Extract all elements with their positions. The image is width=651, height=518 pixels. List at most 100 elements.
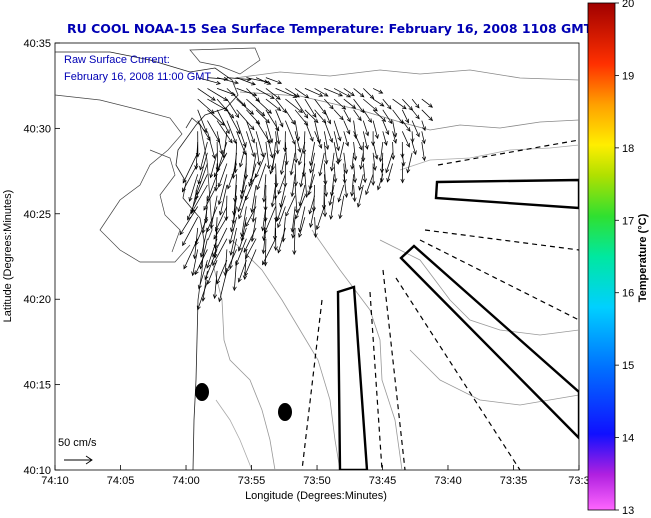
scale-vector-arrowhead xyxy=(85,455,93,465)
current-vector xyxy=(309,206,315,228)
current-vector xyxy=(183,238,199,270)
current-vector xyxy=(194,217,208,246)
current-vector xyxy=(285,109,296,125)
current-vector xyxy=(294,131,302,153)
current-vector xyxy=(206,238,218,269)
bathymetry-contour xyxy=(409,349,579,406)
current-vector xyxy=(192,227,199,260)
current-vector xyxy=(216,260,228,285)
current-vector xyxy=(262,174,267,203)
current-vector xyxy=(261,206,267,232)
current-vector xyxy=(304,174,309,198)
current-vector xyxy=(323,163,328,186)
current-vector xyxy=(244,174,257,201)
current-vector xyxy=(362,131,369,150)
current-vector xyxy=(245,238,257,260)
current-vector xyxy=(372,120,379,140)
current-vector xyxy=(236,77,256,86)
colorbar-tick-label: 16 xyxy=(622,288,634,300)
current-vector xyxy=(333,98,347,110)
current-vector xyxy=(343,109,351,123)
current-vector xyxy=(382,131,388,146)
current-vector xyxy=(322,195,328,218)
current-vector xyxy=(232,260,237,292)
x-axis: 74:10 74:05 74:00 73:55 73:50 73:45 73:40 73:35… xyxy=(41,465,590,487)
scale-vector-label: 50 cm/s xyxy=(58,437,97,449)
current-vector xyxy=(285,98,303,114)
annotation-line-2: February 16, 2008 11:00 GMT xyxy=(64,71,211,83)
current-vector xyxy=(324,98,334,110)
current-vector xyxy=(400,163,405,184)
current-vector xyxy=(209,152,218,179)
current-vector xyxy=(255,98,273,114)
current-vector xyxy=(379,163,384,183)
current-vector xyxy=(382,120,390,136)
current-vector xyxy=(318,152,325,177)
current-vector xyxy=(217,77,239,85)
current-vector xyxy=(237,227,247,252)
current-vector xyxy=(333,120,342,142)
current-vector xyxy=(392,131,397,144)
current-vector xyxy=(378,141,384,163)
current-vector xyxy=(323,141,329,165)
current-vector xyxy=(314,109,327,124)
x-axis-label: Longitude (Degrees:Minutes) xyxy=(245,490,387,502)
current-vector xyxy=(343,131,350,147)
current-vector xyxy=(197,152,208,185)
current-vector xyxy=(203,184,218,211)
current-vector xyxy=(228,238,237,270)
y-tick-label: 40:15 xyxy=(23,380,51,392)
current-vector xyxy=(421,109,434,122)
current-vector xyxy=(350,174,355,197)
current-vector xyxy=(333,131,340,152)
current-vector xyxy=(248,163,257,187)
colorbar-tick-label: 20 xyxy=(622,0,634,10)
plot-area xyxy=(54,42,580,471)
current-vector xyxy=(386,163,393,183)
current-vector xyxy=(363,98,378,112)
buoy-marker xyxy=(195,383,209,401)
current-vector xyxy=(218,270,228,303)
current-vector xyxy=(216,120,233,144)
y-tick-label: 40:25 xyxy=(23,209,51,221)
current-vector xyxy=(181,163,199,193)
current-vector xyxy=(372,152,377,171)
current-vector xyxy=(237,184,247,213)
current-vector xyxy=(307,174,315,196)
current-vector xyxy=(363,88,375,100)
x-tick-label: 74:10 xyxy=(41,475,69,487)
current-vector xyxy=(201,270,208,302)
current-vector xyxy=(314,131,323,149)
shipping-lane-box xyxy=(336,285,369,470)
current-vector xyxy=(329,195,335,220)
current-vector xyxy=(255,141,261,166)
current-vector xyxy=(265,120,274,144)
current-vector xyxy=(250,184,257,213)
current-vector xyxy=(290,174,296,198)
current-vector xyxy=(276,195,286,222)
current-vector xyxy=(226,98,240,119)
current-vector xyxy=(353,131,363,151)
map-layer xyxy=(55,47,579,470)
current-vector xyxy=(392,120,398,138)
current-vector xyxy=(270,184,276,208)
x-tick-label: 73:35 xyxy=(500,475,528,487)
current-vector xyxy=(236,109,255,131)
current-vector xyxy=(275,109,284,128)
current-vector xyxy=(382,98,392,110)
lane-boundaries xyxy=(301,139,579,470)
current-vector xyxy=(352,184,357,203)
colorbar-tick-label: 19 xyxy=(622,70,634,82)
current-vector xyxy=(337,184,345,203)
current-vector xyxy=(199,238,208,270)
current-vector xyxy=(315,206,325,231)
current-vector xyxy=(289,152,296,176)
current-vector xyxy=(199,227,208,258)
current-vector xyxy=(194,141,199,170)
colorbar-tick-label: 14 xyxy=(622,433,634,445)
colorbar-label: Temperature (°C) xyxy=(637,213,649,302)
current-vector xyxy=(227,163,237,190)
current-vector xyxy=(356,184,364,208)
colorbar xyxy=(587,2,616,511)
current-vector xyxy=(197,77,221,85)
